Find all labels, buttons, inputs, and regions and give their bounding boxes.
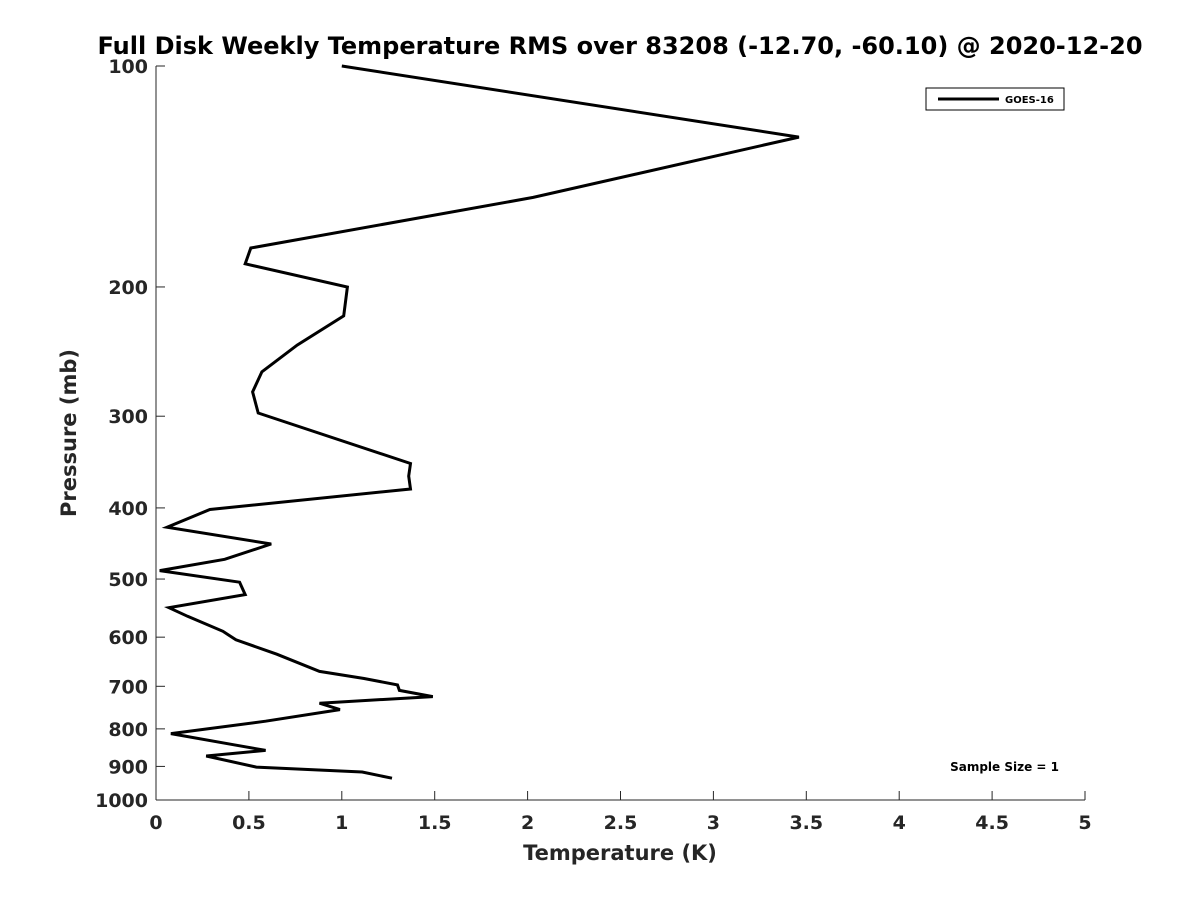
y-tick-label: 200 bbox=[108, 277, 148, 299]
series-line-goes-16 bbox=[159, 64, 800, 780]
series-layer bbox=[159, 64, 800, 780]
y-tick-label: 800 bbox=[108, 719, 148, 741]
legend-label: GOES-16 bbox=[1005, 95, 1054, 106]
x-tick-label: 3 bbox=[707, 812, 720, 834]
y-axis-label: Pressure (mb) bbox=[57, 349, 81, 517]
legend: GOES-16 bbox=[925, 87, 1065, 111]
x-tick-label: 2.5 bbox=[604, 812, 638, 834]
y-tick-label: 400 bbox=[108, 498, 148, 520]
y-tick-label: 500 bbox=[108, 569, 148, 591]
axes bbox=[155, 66, 1085, 801]
x-tick-label: 5 bbox=[1078, 812, 1091, 834]
x-tick-label: 1 bbox=[335, 812, 348, 834]
chart-title: Full Disk Weekly Temperature RMS over 83… bbox=[97, 32, 1142, 60]
y-tick-label: 700 bbox=[108, 676, 148, 698]
y-tick-label: 900 bbox=[108, 756, 148, 778]
x-tick-label: 3.5 bbox=[789, 812, 823, 834]
x-tick-label: 1.5 bbox=[418, 812, 452, 834]
y-tick-label: 300 bbox=[108, 406, 148, 428]
x-tick-label: 4.5 bbox=[975, 812, 1009, 834]
x-axis-label: Temperature (K) bbox=[523, 841, 717, 865]
y-tick-label: 100 bbox=[108, 56, 148, 78]
y-tick-label: 600 bbox=[108, 627, 148, 649]
sample-size-annotation: Sample Size = 1 bbox=[950, 760, 1059, 774]
x-tick-label: 4 bbox=[893, 812, 906, 834]
x-tick-label: 0 bbox=[149, 812, 162, 834]
y-tick-label: 1000 bbox=[95, 790, 148, 812]
x-tick-label: 0.5 bbox=[232, 812, 266, 834]
axis-ticks: 0 0.5 1 1.5 2 2.5 3 3.5 4 4.5 5 100 200 300 400 500 600 7… bbox=[95, 56, 1092, 834]
x-tick-label: 2 bbox=[521, 812, 534, 834]
